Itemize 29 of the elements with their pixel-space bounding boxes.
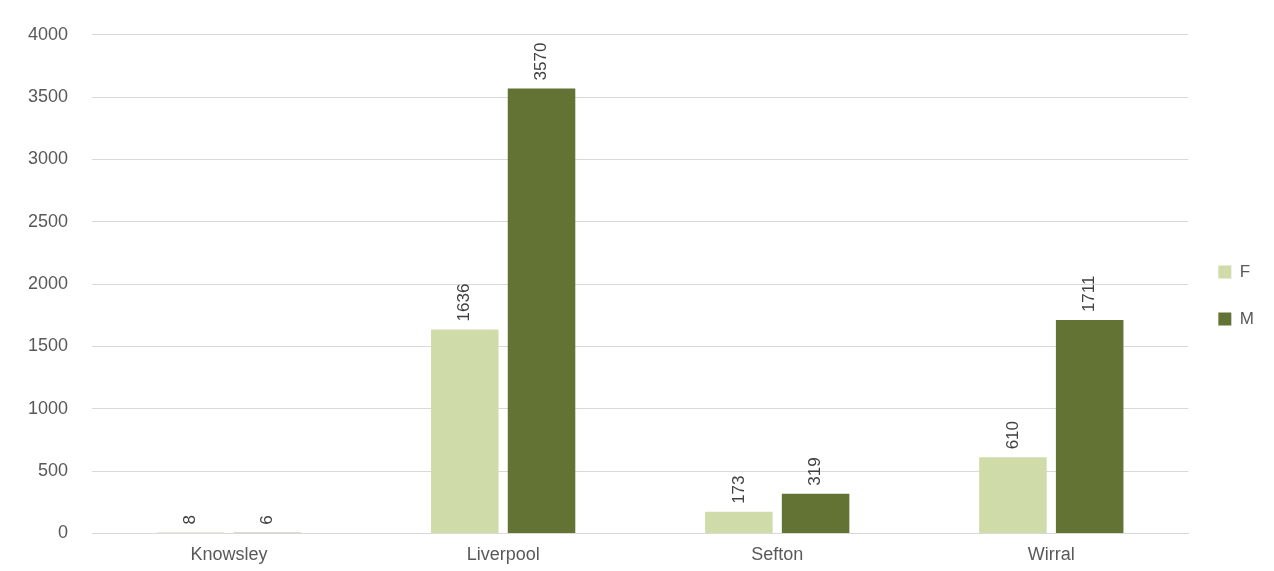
y-tick-label: 4000 [28,23,69,44]
data-label: 8 [180,514,200,525]
bar [705,511,773,533]
bar [781,493,850,533]
y-tick-label: 500 [38,460,69,481]
data-label: 1711 [1079,275,1099,313]
data-label: 610 [1002,420,1022,450]
y-tick-label: 3000 [28,148,69,169]
x-tick-label: Sefton [751,544,804,565]
data-label: 1636 [454,283,474,322]
data-label: 6 [257,515,277,525]
data-label: 3570 [531,42,551,81]
y-tick-label: 2000 [28,273,69,294]
y-tick-label: 3500 [28,86,69,107]
y-tick-label: 1000 [28,397,69,418]
y-tick-label: 1500 [28,335,69,356]
bar [979,457,1047,533]
x-tick-label: Wirral [1027,544,1075,565]
bar [431,329,499,533]
data-label: 319 [805,457,825,486]
bar [1055,320,1124,533]
data-label: 173 [728,475,748,504]
bar [507,88,576,533]
x-tick-label: Liverpool [466,544,540,565]
x-tick-label: Knowsley [190,544,268,565]
legend-label: F [1239,261,1251,281]
legend-label: M [1239,308,1255,328]
y-tick-label: 0 [58,522,69,543]
y-tick-label: 2500 [28,210,69,231]
